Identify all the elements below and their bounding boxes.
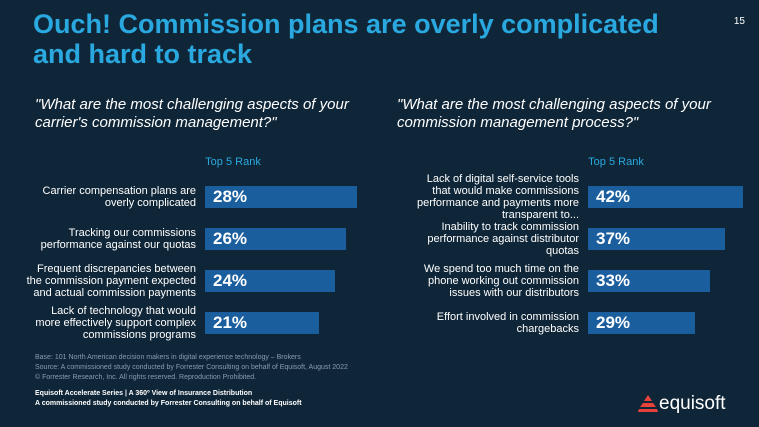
bar: 33% — [588, 270, 710, 292]
category-label: Carrier compensation plans are overly co… — [42, 185, 196, 209]
page-number: 15 — [733, 16, 745, 27]
series-line: Equisoft Accelerate Series | A 360º View… — [35, 390, 253, 397]
category-label: Tracking our commissions performance aga… — [40, 227, 196, 251]
bar: 42% — [588, 186, 743, 208]
value-label: 37% — [596, 229, 631, 248]
bar: 37% — [588, 228, 725, 250]
chart-subtitle: Top 5 Rank — [588, 156, 644, 168]
bar: 28% — [205, 186, 357, 208]
value-label: 21% — [213, 313, 248, 332]
footnote: © Forrester Research, Inc. All rights re… — [35, 374, 257, 381]
chart-question: "What are the most challenging aspects o… — [397, 96, 711, 131]
bar: 29% — [588, 312, 696, 334]
value-label: 26% — [213, 229, 248, 248]
chart-subtitle: Top 5 Rank — [205, 156, 261, 168]
category-label: Lack of digital self-service tools that … — [416, 173, 579, 221]
bar: 26% — [205, 228, 347, 250]
category-label: Inability to track commission performanc… — [427, 221, 579, 257]
value-label: 33% — [596, 271, 631, 290]
footnote: Base: 101 North American decision makers… — [35, 354, 301, 361]
footnote: Source: A commissioned study conducted b… — [35, 364, 348, 371]
category-label: Effort involved in commission chargeback… — [436, 311, 579, 335]
slide-title: Ouch! Commission plans are overly compli… — [33, 9, 659, 69]
value-label: 24% — [213, 271, 248, 290]
logo-icon — [638, 395, 658, 412]
value-label: 29% — [596, 313, 631, 332]
series-line: A commissioned study conducted by Forres… — [35, 400, 302, 407]
category-label: Frequent discrepancies between the commi… — [26, 263, 196, 299]
category-label: We spend too much time on the phone work… — [423, 263, 579, 299]
bar: 24% — [205, 270, 336, 292]
logo: equisoft — [637, 393, 726, 415]
value-label: 28% — [213, 187, 248, 206]
category-label: Lack of technology that would more effec… — [35, 305, 196, 341]
chart-question: "What are the most challenging aspects o… — [35, 96, 349, 131]
bar: 21% — [205, 312, 319, 334]
logo-text: equisoft — [659, 393, 726, 414]
value-label: 42% — [596, 187, 631, 206]
